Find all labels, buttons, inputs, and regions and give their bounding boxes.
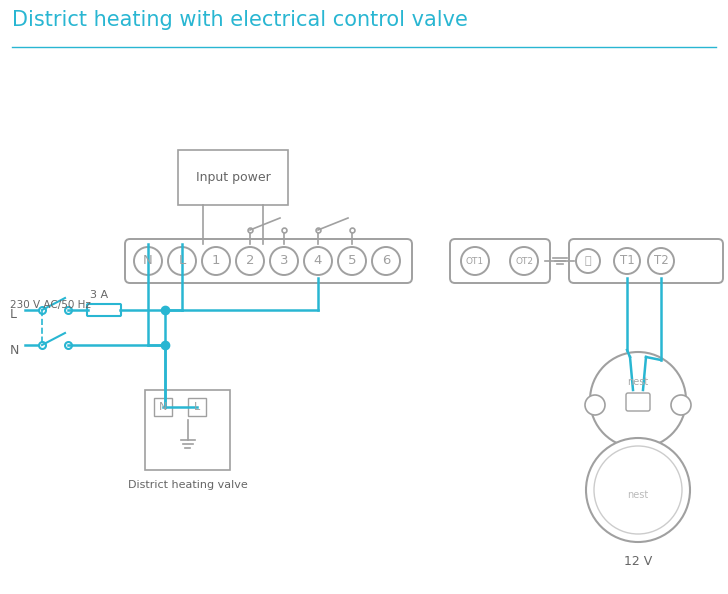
Circle shape	[304, 247, 332, 275]
Text: L: L	[194, 402, 200, 412]
Text: L: L	[178, 254, 186, 267]
Text: District heating valve: District heating valve	[127, 480, 248, 490]
Circle shape	[236, 247, 264, 275]
Text: 12 V: 12 V	[624, 555, 652, 568]
FancyBboxPatch shape	[145, 390, 230, 470]
Text: OT1: OT1	[466, 257, 484, 266]
Circle shape	[585, 395, 605, 415]
FancyBboxPatch shape	[626, 393, 650, 411]
Text: 5: 5	[348, 254, 356, 267]
Text: 230 V AC/50 Hz: 230 V AC/50 Hz	[10, 300, 91, 310]
Text: 6: 6	[381, 254, 390, 267]
Circle shape	[576, 249, 600, 273]
Text: District heating with electrical control valve: District heating with electrical control…	[12, 10, 468, 30]
Text: nest: nest	[628, 377, 649, 387]
Text: nest: nest	[628, 490, 649, 500]
FancyBboxPatch shape	[125, 239, 412, 283]
Circle shape	[168, 247, 196, 275]
Text: 4: 4	[314, 254, 323, 267]
Circle shape	[614, 248, 640, 274]
Text: OT2: OT2	[515, 257, 533, 266]
Circle shape	[461, 247, 489, 275]
Text: 3 A: 3 A	[90, 290, 108, 300]
Circle shape	[590, 352, 686, 448]
Circle shape	[270, 247, 298, 275]
Text: 3: 3	[280, 254, 288, 267]
Circle shape	[594, 446, 682, 534]
FancyBboxPatch shape	[450, 239, 550, 283]
FancyBboxPatch shape	[188, 398, 206, 416]
Circle shape	[586, 438, 690, 542]
Text: N: N	[143, 254, 153, 267]
Text: L: L	[10, 308, 17, 321]
Text: 1: 1	[212, 254, 221, 267]
Circle shape	[671, 395, 691, 415]
Text: Input power: Input power	[196, 171, 270, 184]
Text: N: N	[10, 343, 20, 356]
Text: N: N	[159, 402, 167, 412]
Circle shape	[648, 248, 674, 274]
Text: 2: 2	[246, 254, 254, 267]
FancyBboxPatch shape	[154, 398, 172, 416]
Circle shape	[338, 247, 366, 275]
Circle shape	[202, 247, 230, 275]
Text: ⏚: ⏚	[585, 256, 591, 266]
Circle shape	[134, 247, 162, 275]
FancyBboxPatch shape	[569, 239, 723, 283]
Circle shape	[372, 247, 400, 275]
Circle shape	[510, 247, 538, 275]
FancyBboxPatch shape	[87, 304, 121, 316]
Text: T1: T1	[620, 254, 634, 267]
Text: T2: T2	[654, 254, 668, 267]
FancyBboxPatch shape	[178, 150, 288, 205]
